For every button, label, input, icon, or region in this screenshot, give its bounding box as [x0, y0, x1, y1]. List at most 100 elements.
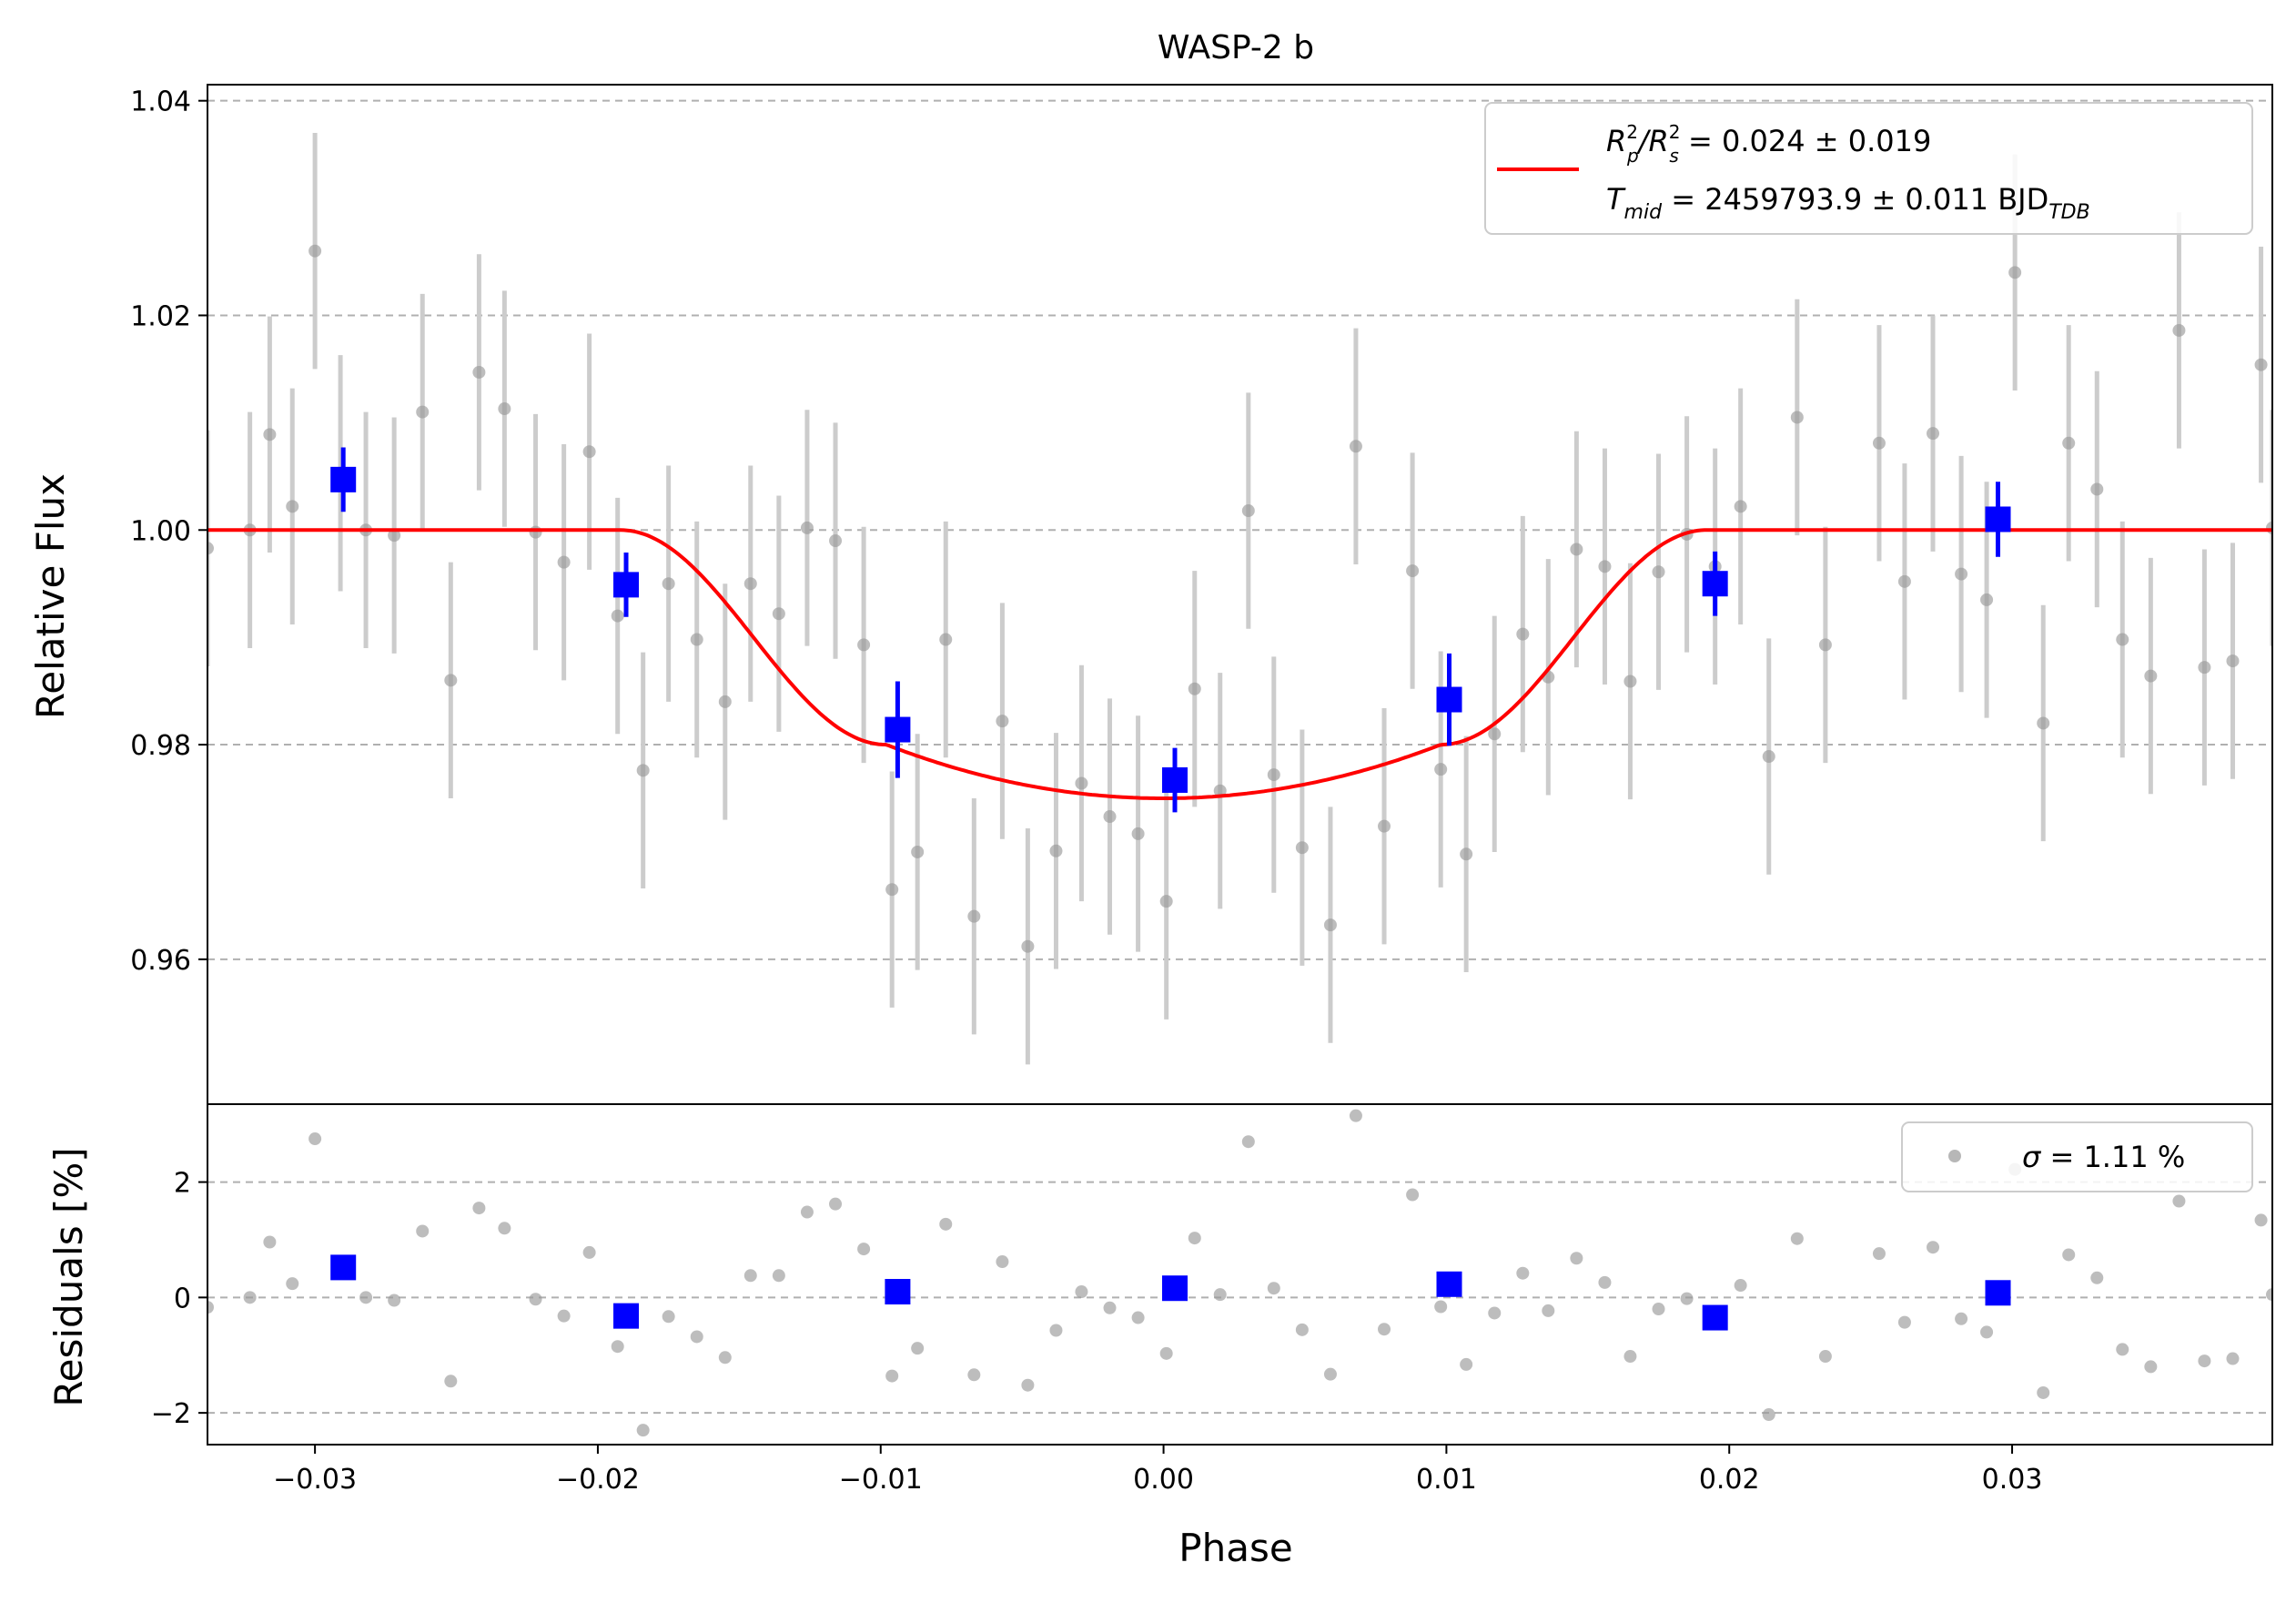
flux-raw-point — [308, 244, 322, 258]
residual-binned-point — [1985, 1280, 2011, 1306]
flux-raw-point — [1652, 565, 1665, 579]
residual-raw-point — [207, 1301, 214, 1314]
residual-raw-point — [911, 1342, 925, 1355]
flux-raw-point — [286, 500, 299, 513]
residuals-panel: −2 0 2 −0.03 −0.02 −0.01 0.00 0.01 0.02 0.03 Res… — [46, 1103, 2273, 1570]
residual-raw-point — [1762, 1408, 1775, 1422]
residual-raw-point — [743, 1269, 757, 1283]
residual-raw-point — [1818, 1350, 1832, 1364]
flux-binned-point — [1985, 506, 2011, 533]
phase-x-ticks: −0.03 −0.02 −0.01 0.00 0.01 0.02 0.03 — [273, 1445, 2042, 1496]
residual-raw-point — [582, 1245, 596, 1259]
residual-raw-point — [1488, 1306, 1502, 1320]
flux-raw-point — [1349, 440, 1362, 453]
residual-raw-point — [2198, 1354, 2211, 1368]
residual-raw-point — [1159, 1346, 1173, 1360]
flux-raw-point — [1980, 593, 1994, 606]
residual-raw-point — [308, 1132, 322, 1146]
flux-raw-point — [416, 405, 430, 419]
residual-raw-point — [2037, 1385, 2050, 1399]
residuals-binned-points — [330, 1254, 2011, 1331]
flux-raw-point — [582, 445, 596, 459]
flux-raw-point — [1734, 500, 1747, 513]
x-tick-label: −0.03 — [273, 1464, 357, 1496]
residual-binned-point — [1162, 1275, 1188, 1302]
flux-binned-point — [1436, 686, 1462, 713]
residual-raw-point — [2226, 1352, 2240, 1365]
residual-raw-point — [557, 1309, 571, 1323]
residual-binned-point — [330, 1254, 357, 1281]
flux-raw-point — [1516, 627, 1530, 641]
flux-raw-point — [1488, 727, 1502, 741]
flux-raw-point — [2198, 661, 2211, 675]
residual-raw-point — [636, 1424, 650, 1437]
residual-raw-point — [1323, 1367, 1337, 1381]
residual-raw-point — [2090, 1271, 2104, 1284]
flux-raw-point — [2254, 358, 2268, 371]
x-tick-label: 0.03 — [1982, 1464, 2043, 1496]
flux-raw-point — [472, 365, 486, 379]
flux-y-tick-label: 0.96 — [130, 945, 191, 977]
flux-raw-point — [636, 764, 650, 777]
residual-raw-point — [939, 1217, 953, 1231]
residual-raw-point — [1790, 1232, 1804, 1245]
residual-raw-point — [1460, 1357, 1473, 1371]
flux-binned-point — [1162, 766, 1188, 793]
flux-raw-point — [498, 402, 511, 416]
flux-raw-point — [885, 883, 899, 897]
flux-raw-point — [388, 529, 401, 543]
residual-raw-point — [1680, 1292, 1694, 1305]
x-tick-label: 0.02 — [1699, 1464, 1760, 1496]
flux-raw-point — [611, 609, 624, 623]
flux-raw-point — [939, 633, 953, 646]
residual-raw-point — [1295, 1323, 1309, 1336]
flux-legend: R2 p/R2 s = 0.024 ± 0.019 Tmid = 2459793.9… — [1484, 102, 2253, 235]
residual-raw-point — [1378, 1323, 1391, 1336]
flux-raw-point — [529, 525, 542, 539]
flux-raw-point — [2037, 716, 2050, 730]
residual-raw-point — [718, 1351, 732, 1365]
flux-raw-point — [2008, 266, 2022, 279]
residual-raw-point — [996, 1255, 1009, 1269]
residual-raw-point — [359, 1291, 373, 1304]
flux-binned-point — [885, 716, 911, 743]
residual-raw-point — [243, 1291, 257, 1304]
residual-raw-point — [1241, 1135, 1255, 1149]
flux-panel: 0.96 0.98 1.00 1.02 1.04 Relative Flux R2 p/R… — [28, 84, 2273, 1105]
flux-raw-point — [1406, 564, 1420, 578]
flux-raw-point — [2226, 654, 2240, 668]
residual-raw-point — [800, 1205, 814, 1219]
residual-raw-point — [1349, 1109, 1362, 1122]
flux-raw-point — [1021, 939, 1035, 953]
flux-raw-point — [1241, 504, 1255, 518]
residual-raw-point — [1406, 1188, 1420, 1202]
residual-raw-point — [1652, 1303, 1665, 1316]
residual-raw-point — [2062, 1248, 2076, 1262]
flux-raw-point — [829, 534, 843, 548]
residual-raw-point — [263, 1235, 277, 1249]
flux-y-tick-label: 1.02 — [130, 300, 191, 332]
residual-raw-point — [967, 1368, 981, 1382]
x-tick-label: −0.02 — [556, 1464, 640, 1496]
residual-raw-point — [1049, 1324, 1063, 1337]
residual-raw-point — [1188, 1232, 1201, 1245]
residuals-y-tick-label: 0 — [174, 1283, 191, 1314]
residual-raw-point — [1542, 1304, 1555, 1317]
residuals-y-axis-label: Residuals [%] — [46, 1147, 91, 1406]
flux-raw-point — [1790, 411, 1804, 424]
residual-raw-point — [690, 1330, 703, 1344]
flux-raw-point — [1570, 543, 1583, 556]
residual-raw-point — [2266, 1288, 2272, 1302]
residual-raw-point — [1598, 1275, 1612, 1289]
legend-depth-text: R2 p/R2 s = 0.024 ± 0.019 — [1606, 121, 1931, 167]
transit-model-curve — [207, 528, 2272, 800]
residual-binned-point — [885, 1279, 911, 1305]
flux-raw-point — [1927, 427, 1940, 441]
flux-binned-point — [613, 572, 640, 598]
residual-raw-point — [1021, 1378, 1035, 1392]
residual-raw-point — [2254, 1213, 2268, 1227]
flux-raw-point — [1159, 895, 1173, 908]
residual-raw-point — [1872, 1247, 1886, 1261]
residual-raw-point — [388, 1294, 401, 1307]
